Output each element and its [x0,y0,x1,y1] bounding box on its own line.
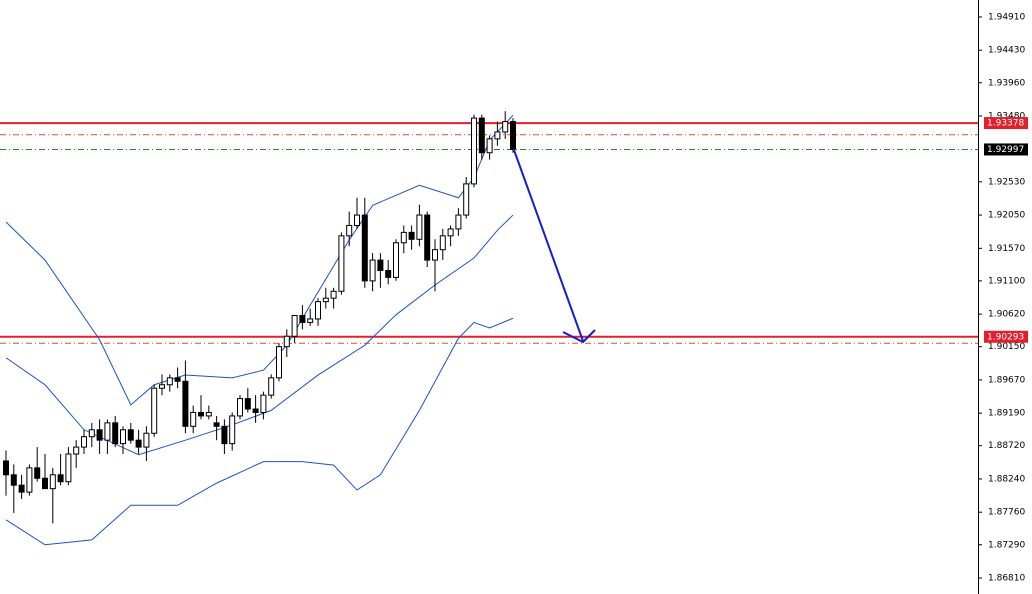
candle-body [291,314,298,337]
candle-body [322,297,329,303]
candle-body [26,467,33,493]
candle-body [135,439,142,448]
candle-body [127,429,134,441]
candle-body [471,117,477,185]
candle-body [424,214,431,261]
candle-body [268,377,275,396]
y-tick-label: 1.87760 [988,508,1025,518]
y-tick-label: 1.94910 [988,12,1025,22]
y-tick-label: 1.94430 [988,46,1025,56]
level-tag [984,330,1028,343]
y-tick-label: 1.88240 [988,474,1025,484]
level-label: 1.92997 [987,145,1024,155]
candle-body [510,121,516,150]
candle-body [10,474,17,486]
candle-body [88,429,95,438]
candle-body [338,235,345,292]
candle-body [502,121,509,133]
y-tick-label: 1.93480 [988,112,1025,122]
candle-body [159,384,165,389]
candle-body [205,411,212,417]
y-tick-label: 1.86810 [988,574,1025,584]
candle-body [400,231,407,244]
candle-body [315,301,321,320]
candle-body [42,477,48,490]
candle-body [478,117,485,154]
candle-body [143,432,150,448]
y-tick-label: 1.92530 [988,177,1025,187]
y-tick-label: 1.87290 [988,540,1025,550]
candle-body [494,131,501,140]
candle-body [463,183,470,216]
candle-body [65,453,72,483]
candle-body [283,335,290,348]
candle-body [151,387,158,434]
y-tick-label: 1.89670 [988,375,1025,385]
candle-body [354,214,360,226]
candle-body [182,380,189,427]
y-tick-label: 1.91100 [988,276,1025,286]
y-tick-label: 1.90150 [988,342,1025,352]
candle-body [307,318,314,323]
candle-body [486,138,493,154]
candle-body [447,228,454,237]
candle-body [346,224,353,237]
band-line [5,317,514,546]
y-tick-label: 1.89190 [988,409,1025,419]
candle-body [34,467,41,479]
candle-body [213,422,220,427]
candle-body [166,377,173,386]
candle-body [57,474,64,483]
candle-body [432,249,438,261]
level-label: 1.93378 [987,119,1024,129]
forecast-arrow [513,149,596,344]
candle-body [237,398,243,417]
candle-body [439,235,446,251]
candle-body [96,429,103,441]
level-label: 1.90293 [987,332,1024,342]
candle-body [385,269,392,278]
candle-body [244,398,251,410]
candle-body [190,411,197,427]
candle-body [3,460,9,476]
candle-body [198,411,204,417]
candle-body [330,290,337,299]
y-tick-label: 1.91570 [988,244,1025,254]
candle-body [408,231,415,240]
candle-body [393,242,399,278]
candle-body [49,474,56,490]
y-tick-label: 1.93960 [988,78,1025,88]
candle-body [221,425,228,445]
candle-body [377,259,384,271]
candle-body [73,446,80,455]
candle-body [361,214,368,282]
candle-body [369,259,376,282]
candle-body [416,214,423,240]
level-tag [984,117,1028,130]
candle-body [276,346,282,379]
candle-body [81,436,87,448]
candle-body [174,377,181,382]
candle-body [252,408,259,413]
level-tag [984,143,1028,156]
candle-body [299,314,306,323]
y-tick-label: 1.92050 [988,211,1025,221]
candle-body [260,394,267,413]
y-tick-label: 1.90620 [988,310,1025,320]
candle-body [455,214,462,230]
y-tick-label: 1.88720 [988,441,1025,451]
candle-body [229,415,236,445]
candle-body [112,422,119,445]
candle-body [104,422,111,441]
candle-body [18,484,25,493]
candle-body [120,429,126,445]
